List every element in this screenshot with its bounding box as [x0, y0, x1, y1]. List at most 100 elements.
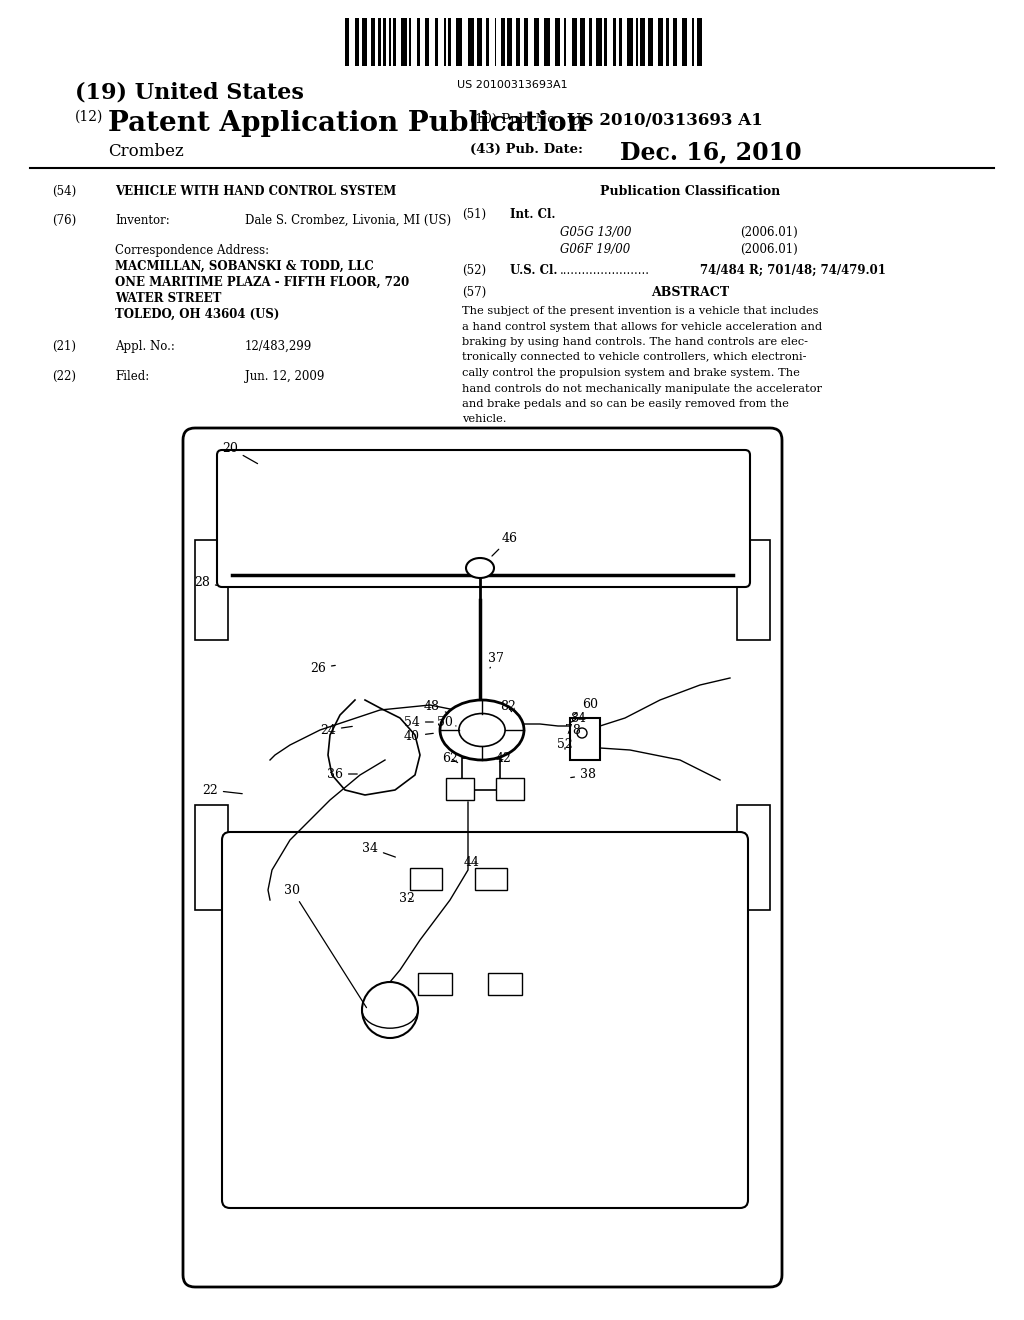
Text: ABSTRACT: ABSTRACT — [651, 286, 729, 300]
Bar — [477, 18, 481, 66]
Bar — [444, 18, 446, 66]
Text: Dec. 16, 2010: Dec. 16, 2010 — [620, 140, 802, 164]
Text: and brake pedals and so can be easily removed from the: and brake pedals and so can be easily re… — [462, 399, 788, 409]
Text: 34: 34 — [362, 842, 395, 857]
Text: G05G 13/00: G05G 13/00 — [560, 226, 632, 239]
Text: Dale S. Crombez, Livonia, MI (US): Dale S. Crombez, Livonia, MI (US) — [245, 214, 452, 227]
Text: 50: 50 — [437, 715, 456, 729]
Text: 38: 38 — [570, 768, 596, 781]
Text: Patent Application Publication: Patent Application Publication — [108, 110, 587, 137]
Bar — [485, 18, 488, 66]
Text: WATER STREET: WATER STREET — [115, 292, 221, 305]
Bar — [564, 18, 566, 66]
Text: U.S. Cl.: U.S. Cl. — [510, 264, 557, 277]
Bar — [524, 18, 528, 66]
Bar — [534, 18, 539, 66]
Ellipse shape — [466, 558, 494, 578]
Text: G06F 19/00: G06F 19/00 — [560, 243, 630, 256]
Bar — [697, 18, 702, 66]
Text: (2006.01): (2006.01) — [740, 226, 798, 239]
Text: Filed:: Filed: — [115, 370, 150, 383]
Bar — [580, 18, 585, 66]
Text: 42: 42 — [496, 751, 512, 764]
Bar — [496, 777, 524, 800]
Text: The subject of the present invention is a vehicle that includes: The subject of the present invention is … — [462, 306, 818, 315]
Text: hand controls do not mechanically manipulate the accelerator: hand controls do not mechanically manipu… — [462, 384, 822, 393]
Text: Int. Cl.: Int. Cl. — [510, 209, 555, 220]
Bar — [682, 18, 687, 66]
Text: 28: 28 — [195, 576, 217, 589]
Ellipse shape — [577, 729, 587, 738]
Bar — [361, 18, 367, 66]
Bar — [401, 18, 407, 66]
Text: (43) Pub. Date:: (43) Pub. Date: — [470, 143, 583, 156]
Bar — [673, 18, 678, 66]
Text: 36: 36 — [327, 767, 357, 780]
Bar — [195, 805, 228, 909]
Text: 26: 26 — [310, 661, 335, 675]
Bar — [555, 18, 560, 66]
Text: Publication Classification: Publication Classification — [600, 185, 780, 198]
Bar — [449, 18, 452, 66]
Ellipse shape — [440, 700, 524, 760]
Bar — [393, 18, 396, 66]
Text: 74/484 R; 701/48; 74/479.01: 74/484 R; 701/48; 74/479.01 — [700, 264, 886, 277]
Bar — [628, 18, 633, 66]
Text: (19) United States: (19) United States — [75, 82, 304, 104]
Bar — [425, 18, 429, 66]
Text: (21): (21) — [52, 341, 76, 352]
Text: 84: 84 — [570, 711, 586, 725]
Bar — [345, 18, 349, 66]
Text: a hand control system that allows for vehicle acceleration and: a hand control system that allows for ve… — [462, 322, 822, 331]
Bar — [737, 805, 770, 909]
Text: ........................: ........................ — [560, 264, 650, 277]
Bar — [409, 18, 411, 66]
FancyBboxPatch shape — [183, 428, 782, 1287]
Bar — [544, 18, 550, 66]
Text: vehicle.: vehicle. — [462, 414, 507, 425]
Bar — [570, 718, 600, 760]
Text: 82: 82 — [500, 700, 516, 713]
Text: tronically connected to vehicle controllers, which electroni-: tronically connected to vehicle controll… — [462, 352, 807, 363]
Bar — [648, 18, 653, 66]
Bar — [666, 18, 669, 66]
Text: (12): (12) — [75, 110, 103, 124]
Text: VEHICLE WITH HAND CONTROL SYSTEM: VEHICLE WITH HAND CONTROL SYSTEM — [115, 185, 396, 198]
Bar — [446, 777, 474, 800]
Bar — [612, 18, 616, 66]
Text: 62: 62 — [442, 751, 458, 764]
Text: 32: 32 — [399, 891, 415, 904]
Text: ONE MARITIME PLAZA - FIFTH FLOOR, 720: ONE MARITIME PLAZA - FIFTH FLOOR, 720 — [115, 276, 410, 289]
Circle shape — [362, 982, 418, 1038]
Text: (2006.01): (2006.01) — [740, 243, 798, 256]
Bar — [495, 18, 497, 66]
Text: US 20100313693A1: US 20100313693A1 — [457, 81, 567, 90]
Bar — [456, 18, 462, 66]
Bar — [371, 18, 376, 66]
Text: MACMILLAN, SOBANSKI & TODD, LLC: MACMILLAN, SOBANSKI & TODD, LLC — [115, 260, 374, 273]
Text: 24: 24 — [321, 723, 352, 737]
Bar — [475, 869, 507, 890]
Bar — [418, 973, 452, 995]
Bar — [355, 18, 358, 66]
Text: (54): (54) — [52, 185, 76, 198]
Bar — [383, 18, 386, 66]
Text: 60: 60 — [574, 697, 598, 714]
Text: (76): (76) — [52, 214, 76, 227]
Text: 48: 48 — [424, 700, 447, 713]
Bar — [507, 18, 512, 66]
Text: Inventor:: Inventor: — [115, 214, 170, 227]
Bar — [596, 18, 602, 66]
Bar — [502, 18, 505, 66]
Bar — [640, 18, 645, 66]
Text: Crombez: Crombez — [108, 143, 183, 160]
Text: (57): (57) — [462, 286, 486, 300]
Bar — [692, 18, 694, 66]
Ellipse shape — [459, 714, 505, 747]
FancyBboxPatch shape — [222, 832, 748, 1208]
Text: Correspondence Address:: Correspondence Address: — [115, 244, 269, 257]
Bar — [604, 18, 606, 66]
Text: 46: 46 — [492, 532, 518, 556]
FancyBboxPatch shape — [217, 450, 750, 587]
Bar — [379, 18, 381, 66]
